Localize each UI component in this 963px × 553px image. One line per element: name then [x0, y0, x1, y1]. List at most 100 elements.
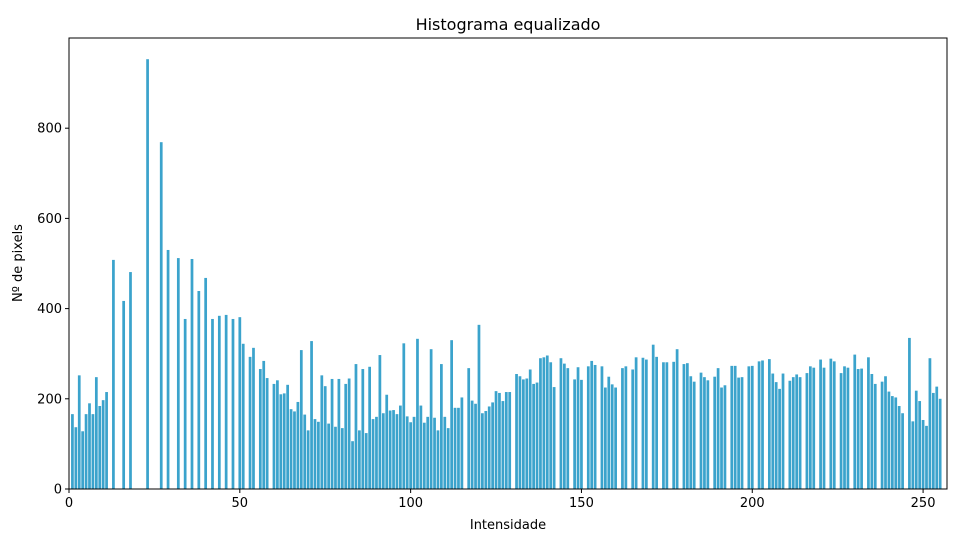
bar — [829, 358, 833, 489]
bar — [867, 357, 870, 489]
bar — [313, 419, 317, 489]
bar — [433, 417, 436, 489]
bar — [675, 349, 679, 489]
y-tick-label: 600 — [37, 212, 62, 227]
bar — [641, 357, 645, 489]
bar — [248, 356, 252, 489]
bar — [231, 318, 235, 489]
bar — [655, 356, 658, 489]
y-tick-label: 200 — [37, 392, 62, 407]
bar — [474, 403, 477, 489]
bar — [528, 369, 532, 489]
bar — [71, 414, 74, 489]
bar — [375, 416, 378, 489]
bar — [805, 373, 809, 489]
bar — [385, 394, 389, 489]
bar — [467, 368, 471, 489]
bar — [580, 379, 583, 489]
bar — [446, 428, 450, 489]
bar — [631, 369, 635, 489]
bar — [819, 359, 822, 489]
chart-title: Histograma equalizado — [416, 15, 601, 34]
bar — [856, 369, 860, 489]
bar — [925, 425, 928, 489]
bar — [122, 300, 126, 489]
x-tick-label: 200 — [740, 496, 765, 511]
bar — [890, 396, 894, 489]
bar — [566, 368, 570, 489]
bar — [299, 350, 303, 489]
bar — [730, 365, 734, 489]
bar — [723, 385, 727, 489]
bar — [532, 383, 535, 489]
bar — [624, 366, 628, 489]
bar — [914, 390, 918, 489]
bar — [573, 379, 576, 489]
bar — [84, 414, 88, 489]
bar — [559, 358, 563, 489]
bar — [935, 386, 939, 489]
bar — [545, 355, 549, 489]
bar — [501, 401, 505, 489]
bar — [795, 374, 799, 489]
bar — [737, 377, 740, 489]
bar — [344, 383, 348, 489]
bar — [894, 397, 898, 489]
bar — [426, 416, 430, 489]
bar — [477, 324, 481, 489]
bar — [484, 410, 488, 489]
bar — [887, 391, 891, 489]
bar — [740, 377, 744, 489]
bar — [347, 378, 351, 489]
bar — [880, 381, 884, 489]
bar — [340, 428, 344, 489]
bar — [457, 407, 460, 489]
bar — [487, 406, 491, 489]
bar — [921, 419, 925, 489]
plot-frame — [68, 37, 948, 490]
bar — [634, 357, 638, 489]
bar — [918, 401, 922, 489]
bar — [614, 387, 617, 489]
bar — [522, 379, 525, 489]
bar — [798, 377, 802, 489]
x-tick-label: 50 — [232, 496, 249, 511]
bar — [443, 416, 447, 489]
bar — [166, 249, 170, 489]
bar — [224, 314, 228, 489]
bar — [392, 410, 395, 489]
bar — [77, 375, 81, 489]
bar — [563, 363, 566, 489]
bar — [897, 406, 901, 489]
bar — [317, 421, 320, 489]
y-tick-label: 0 — [54, 483, 62, 498]
bar — [378, 355, 382, 489]
bar — [405, 416, 409, 489]
bar — [460, 397, 464, 489]
bar — [282, 393, 286, 489]
bar — [884, 376, 887, 489]
bar — [190, 258, 194, 489]
bar — [197, 291, 201, 489]
bar — [911, 421, 915, 489]
bar — [241, 343, 245, 489]
bar — [576, 367, 580, 489]
bar — [747, 366, 751, 489]
bar — [525, 378, 529, 489]
bar — [422, 422, 426, 489]
bar — [665, 362, 669, 489]
bar — [204, 277, 208, 489]
bar — [504, 392, 508, 489]
bar — [337, 378, 341, 489]
bar — [238, 317, 242, 489]
bar — [217, 315, 221, 489]
bar — [388, 410, 392, 489]
bar — [440, 364, 443, 489]
bar — [603, 387, 607, 489]
bar — [358, 430, 361, 489]
bar — [843, 366, 846, 489]
bar — [552, 387, 556, 489]
bar — [101, 400, 105, 489]
bar — [258, 369, 262, 489]
bar — [901, 413, 904, 489]
